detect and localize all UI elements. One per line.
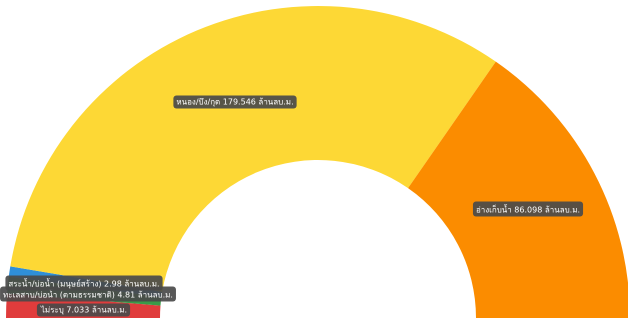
- data-label-text: ทะเลสาบ/บ่อน้ำ (ตามธรรมชาติ) 4.81 ล้านลบ…: [3, 289, 173, 300]
- chart-slices: [6, 5, 628, 318]
- data-label-text: สระน้ำ/บ่อน้ำ (มนุษย์สร้าง) 2.98 ล้านลบ.…: [8, 278, 159, 289]
- data-label-3: สระน้ำ/บ่อน้ำ (มนุษย์สร้าง) 2.98 ล้านลบ.…: [5, 275, 163, 291]
- data-label-bg: [5, 275, 163, 291]
- data-label-4: หนอง/บึง/กุด 179.546 ล้านลบ.ม.: [173, 95, 297, 109]
- slice-4[interactable]: [10, 5, 496, 292]
- data-label-bg: [173, 95, 297, 109]
- data-label-text: หนอง/บึง/กุด 179.546 ล้านลบ.ม.: [176, 98, 293, 107]
- data-label-text: ไม่ระบุ 7.033 ล้านลบ.ม.: [40, 306, 127, 315]
- chart-data-labels: ไม่ระบุ 7.033 ล้านลบ.ม. ทะเลสาบ/บ่อน้ำ (ต…: [0, 95, 584, 317]
- slice-5[interactable]: [408, 61, 628, 318]
- data-label-1: ไม่ระบุ 7.033 ล้านลบ.ม.: [36, 303, 131, 317]
- data-label-bg: [36, 303, 131, 317]
- data-label-text: อ่างเก็บน้ำ 86.098 ล้านลบ.ม.: [476, 204, 580, 215]
- data-label-bg: [472, 201, 584, 217]
- data-label-5: อ่างเก็บน้ำ 86.098 ล้านลบ.ม.: [472, 201, 584, 217]
